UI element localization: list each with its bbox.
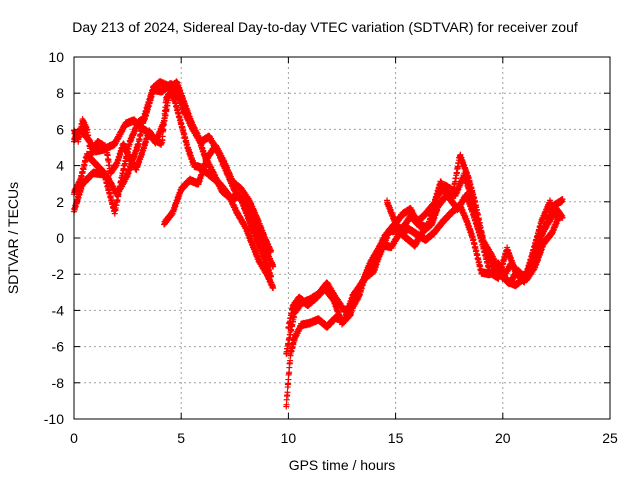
- x-tick-label: 0: [70, 430, 78, 446]
- grid-lines: [74, 57, 610, 419]
- y-tick-label: -2: [52, 266, 65, 282]
- chart-title: Day 213 of 2024, Sidereal Day-to-day VTE…: [72, 19, 578, 35]
- y-tick-label: 10: [48, 49, 64, 65]
- y-tick-label: -10: [44, 411, 64, 427]
- y-tick-label: 0: [56, 230, 64, 246]
- data-point: [284, 389, 291, 396]
- y-tick-label: 4: [56, 158, 64, 174]
- x-tick-label: 25: [602, 430, 618, 446]
- y-tick-label: -8: [52, 375, 65, 391]
- series-track-4: [161, 142, 274, 256]
- series-track-1: [71, 78, 277, 292]
- series-track-3: [71, 80, 274, 280]
- data-point: [270, 263, 277, 270]
- x-tick-label: 15: [388, 430, 404, 446]
- y-tick-label: -6: [52, 339, 65, 355]
- data-point: [267, 273, 274, 280]
- y-tick-label: -4: [52, 302, 65, 318]
- data-point: [270, 285, 277, 292]
- data-points: [71, 78, 566, 410]
- y-tick-label: 6: [56, 121, 64, 137]
- y-tick-label: 8: [56, 85, 64, 101]
- x-tick-label: 20: [495, 430, 511, 446]
- x-tick-label: 5: [177, 430, 185, 446]
- x-tick-label: 10: [281, 430, 297, 446]
- y-tick-label: 2: [56, 194, 64, 210]
